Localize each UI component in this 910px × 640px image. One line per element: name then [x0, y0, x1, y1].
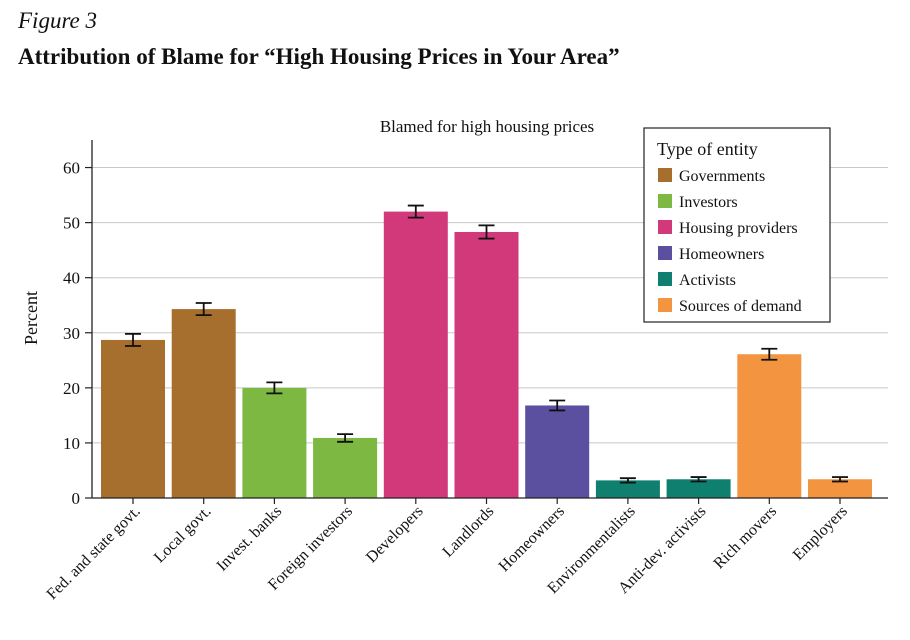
axes: 0 10 20 30 40 50 60 — [63, 140, 888, 508]
y-tick-label: 50 — [63, 214, 80, 233]
x-tick-label: Developers — [363, 503, 427, 567]
legend-swatch — [658, 220, 672, 234]
x-tick-labels: Fed. and state govt. Local govt.Invest. b… — [44, 503, 851, 603]
error-bar — [832, 476, 848, 483]
x-tick-label: Fed. and state govt. — [44, 503, 144, 603]
x-tick-label: Local govt. — [151, 503, 215, 567]
x-tick-label: Landlords — [439, 503, 497, 561]
legend-swatch — [658, 246, 672, 260]
y-tick-label: 40 — [63, 269, 80, 288]
error-bar — [619, 477, 636, 484]
y-tick-label: 30 — [63, 324, 80, 343]
bar — [313, 437, 378, 498]
error-bar — [195, 302, 212, 317]
legend-entry: Governments — [679, 168, 765, 185]
y-axis-label: Percent — [21, 291, 41, 345]
y-tick-label: 10 — [63, 434, 80, 453]
error-bar — [337, 433, 354, 443]
error-bar — [690, 476, 707, 483]
legend-entry: Housing providers — [679, 220, 798, 237]
error-bar — [478, 224, 495, 240]
legend-entry: Sources of demand — [679, 298, 802, 315]
bar — [242, 387, 307, 498]
legend-swatch — [658, 298, 672, 312]
error-bar — [266, 381, 283, 395]
error-bar — [125, 332, 141, 347]
bar — [101, 339, 165, 498]
error-bar — [549, 399, 566, 412]
y-tick-label: 20 — [63, 379, 80, 398]
figure-label: Figure 3 — [18, 8, 97, 33]
legend-swatch — [658, 194, 672, 208]
legend: Type of entity Governments Investors Housi… — [643, 127, 831, 323]
bar — [808, 479, 872, 498]
legend-entry: Investors — [679, 194, 738, 211]
legend-items: Governments Investors Housing providers Hom… — [658, 168, 802, 315]
bars — [101, 204, 872, 498]
bar — [171, 309, 236, 498]
bar — [454, 231, 519, 498]
x-tick-label: Rich movers — [711, 503, 781, 573]
figure-title: Attribution of Blame for “High Housing P… — [18, 44, 620, 69]
bar — [595, 480, 660, 498]
legend-box — [643, 127, 831, 323]
x-tick-label: Invest. banks — [214, 503, 286, 575]
legend-title: Type of entity — [657, 139, 758, 159]
chart-title: Blamed for high housing prices — [380, 117, 594, 136]
bar — [737, 354, 802, 498]
legend-swatch — [658, 272, 672, 286]
x-tick-label: Homeowners — [496, 503, 568, 575]
legend-entry: Activists — [679, 272, 736, 289]
y-tick-label: 60 — [63, 159, 80, 178]
x-tick-label: Employers — [790, 503, 851, 564]
error-bar — [761, 347, 778, 361]
error-bar — [407, 204, 424, 219]
legend-entry: Homeowners — [679, 246, 764, 263]
bar — [666, 479, 731, 498]
bar — [383, 211, 448, 498]
y-tick-label: 0 — [72, 489, 81, 508]
bar — [525, 405, 590, 498]
legend-swatch — [658, 168, 672, 182]
